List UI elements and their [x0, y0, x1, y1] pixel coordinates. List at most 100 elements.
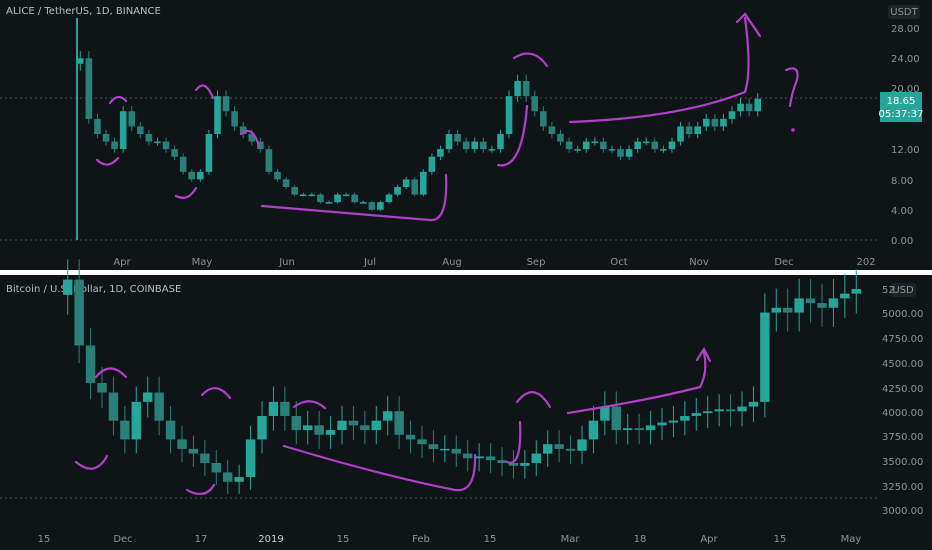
- top-candle: [540, 111, 547, 127]
- bottom-x-tick: Apr: [700, 534, 718, 545]
- bottom-x-tick: 15: [337, 534, 350, 545]
- bottom-candle: [805, 298, 816, 304]
- bottom-panel: Bitcoin / U.S. Dollar, 1D, COINBASE: [0, 259, 878, 499]
- bottom-candle: [337, 420, 347, 431]
- top-candle: [591, 141, 599, 144]
- top-y-tick: 20.00: [891, 84, 920, 95]
- bottom-currency-badge[interactable]: [890, 283, 916, 297]
- top-candle: [514, 81, 521, 97]
- bottom-candle: [165, 420, 176, 440]
- bottom-candle: [634, 428, 644, 431]
- top-candle: [402, 179, 410, 187]
- bottom-candle: [120, 420, 130, 440]
- bottom-y-tick: 3250.00: [882, 482, 923, 493]
- top-candle: [154, 141, 161, 144]
- top-candle: [205, 134, 213, 172]
- bottom-candle: [74, 279, 84, 346]
- bottom-candle: [645, 425, 656, 431]
- bottom-candle: [325, 430, 336, 435]
- bottom-candle: [783, 307, 793, 313]
- top-candle: [642, 141, 650, 144]
- top-candle: [162, 141, 170, 150]
- bottom-chart-title: Bitcoin / U.S. Dollar, 1D, COINBASE: [6, 284, 181, 295]
- bottom-y-tick: 3000.00: [882, 506, 923, 517]
- top-candle: [480, 141, 487, 150]
- top-x-tick: 202: [856, 257, 875, 268]
- top-candle: [557, 134, 564, 142]
- top-countdown: 05:37:37: [879, 109, 924, 120]
- top-candle: [582, 141, 590, 150]
- annot-top-cup: [496, 104, 529, 167]
- top-candle: [179, 156, 187, 172]
- bottom-candle: [474, 456, 484, 459]
- bottom-x-tick: 15: [38, 534, 51, 545]
- top-candle: [282, 179, 290, 187]
- bottom-candle: [714, 409, 724, 412]
- bottom-x-tick: 2019: [258, 534, 283, 545]
- top-candle: [342, 194, 350, 197]
- top-candle: [677, 126, 684, 142]
- bottom-candle: [234, 477, 244, 482]
- top-candle: [454, 134, 461, 142]
- bottom-x-tick: Mar: [561, 534, 581, 545]
- top-annotations: [95, 12, 799, 222]
- bottom-candle: [303, 425, 313, 431]
- bottom-candle: [291, 415, 301, 431]
- bottom-candle: [657, 422, 667, 426]
- top-candle: [462, 141, 470, 150]
- top-candle: [702, 118, 710, 127]
- bottom-candle: [485, 456, 496, 461]
- top-x-tick: May: [192, 257, 213, 268]
- top-candle: [617, 149, 624, 157]
- top-candle: [197, 171, 204, 180]
- top-candle: [102, 134, 110, 142]
- bottom-candle: [588, 420, 599, 440]
- top-currency-badge[interactable]: [888, 5, 920, 19]
- top-candle: [711, 118, 719, 127]
- bottom-candle: [668, 420, 679, 423]
- bottom-candle: [543, 444, 553, 454]
- bottom-candle: [188, 448, 199, 454]
- bottom-candle: [725, 409, 736, 412]
- bottom-candle: [531, 453, 541, 463]
- top-candle: [754, 98, 761, 112]
- top-candle: [145, 134, 153, 142]
- top-candle: [351, 194, 358, 203]
- top-candle: [239, 126, 247, 134]
- bottom-candle: [154, 392, 164, 421]
- bottom-candle: [554, 444, 564, 449]
- bottom-candle: [817, 303, 827, 308]
- annot-bottom-arc: [200, 387, 232, 400]
- bottom-currency-label: USD: [892, 285, 914, 296]
- bottom-candle: [348, 420, 359, 426]
- annot-top-trend: [568, 16, 750, 124]
- bottom-candle: [268, 401, 279, 416]
- top-candle: [171, 149, 178, 157]
- annot-bottom-cup: [74, 454, 109, 470]
- bottom-x-tick: 17: [195, 534, 208, 545]
- top-candle: [325, 202, 333, 204]
- top-x-axis: Apr May Jun Jul Aug Sep Oct Nov Dec 202: [113, 257, 875, 268]
- top-candle: [394, 187, 401, 195]
- bottom-candle: [143, 392, 153, 402]
- bottom-candle: [405, 434, 416, 440]
- bottom-candle: [131, 401, 141, 440]
- bottom-candle: [360, 425, 370, 431]
- bottom-candle: [611, 406, 621, 431]
- top-candle: [531, 96, 539, 112]
- annot-top-arc: [194, 84, 215, 100]
- bottom-y-tick: 3750.00: [882, 432, 923, 443]
- bottom-candle: [257, 415, 267, 440]
- annot-bottom-cup: [185, 483, 216, 496]
- top-chart-title: ALICE / TetherUS, 1D, BINANCE: [6, 6, 161, 17]
- bottom-y-tick: 4750.00: [882, 334, 923, 345]
- bottom-x-tick: 15: [774, 534, 787, 545]
- annot-top-arrow: [735, 12, 762, 38]
- top-y-tick: 12.00: [891, 145, 920, 156]
- top-y-tick: 8.00: [891, 176, 913, 187]
- bottom-candle: [737, 406, 747, 412]
- top-candle: [411, 179, 418, 195]
- bottom-y-tick: 3500.00: [882, 457, 923, 468]
- bottom-y-tick: 4250.00: [882, 384, 923, 395]
- bottom-candle: [851, 289, 861, 294]
